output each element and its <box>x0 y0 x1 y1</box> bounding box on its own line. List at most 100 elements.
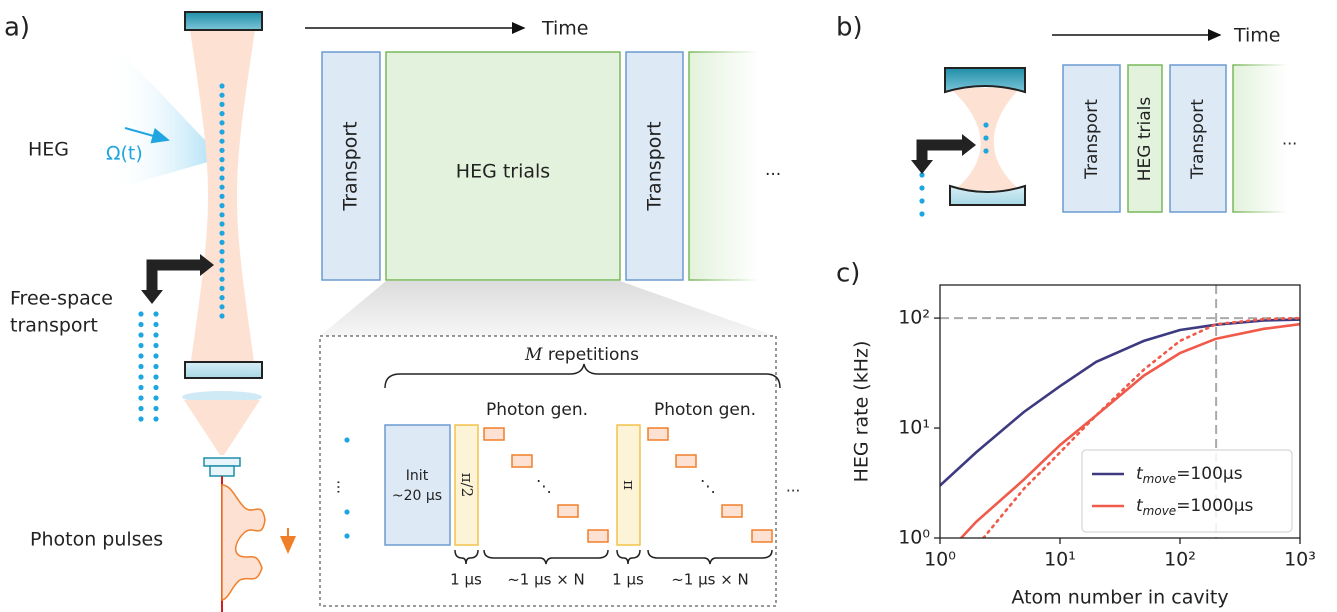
ellipsis: ⋱ <box>536 477 552 496</box>
transport-arrow <box>141 290 163 304</box>
zoom-wedge <box>320 281 775 336</box>
atom <box>219 157 224 162</box>
atom <box>153 406 158 411</box>
ellipsis: ... <box>334 480 352 494</box>
x-tick-label: 10¹ <box>1044 549 1076 571</box>
photon-gen-pulse <box>558 505 578 517</box>
atom <box>153 364 158 369</box>
atom <box>138 374 143 379</box>
legend-sub: move <box>1143 472 1177 486</box>
pulse-label: π/2 <box>458 473 476 497</box>
atom <box>919 198 924 203</box>
y-axis-label: HEG rate (kHz) <box>851 341 873 483</box>
repetitions-label: M repetitions <box>524 345 639 366</box>
atom <box>153 395 158 400</box>
atom <box>219 194 224 199</box>
atom-array <box>138 311 158 421</box>
duration-label: ~1 μs × N <box>671 571 749 589</box>
photon-gen-label: Photon gen. <box>654 400 756 420</box>
atom <box>219 212 224 217</box>
block-label: Transport <box>644 121 666 211</box>
ellipsis: ... <box>765 160 781 180</box>
panel-b: b) Time Transport HEG trials Transport .… <box>836 13 1297 217</box>
transport-label: Free-space <box>10 288 113 310</box>
atom <box>219 286 224 291</box>
photon-gen-pulse <box>512 455 532 467</box>
duration-label: ~1 μs × N <box>507 571 585 589</box>
atom <box>219 221 224 226</box>
heg-block <box>1233 65 1288 212</box>
photon-gen-pulse <box>676 455 696 467</box>
atom <box>153 385 158 390</box>
atom <box>219 120 224 125</box>
panel-label: c) <box>836 259 860 289</box>
mirror <box>185 12 262 30</box>
omega-label: Ω(t) <box>106 143 143 165</box>
fiber-coupler <box>210 466 234 476</box>
atom <box>219 166 224 171</box>
atom <box>344 533 349 538</box>
atom <box>344 437 349 442</box>
transport-arrow <box>962 134 976 156</box>
photon-gen-pulse <box>588 530 608 542</box>
block-label: Transport <box>1188 99 1208 180</box>
ellipsis: ... <box>786 478 800 496</box>
atom <box>219 258 224 263</box>
block-label: HEG trials <box>1135 97 1155 182</box>
pulse-label: π <box>620 480 638 490</box>
atom <box>219 249 224 254</box>
init-label: Init <box>406 468 429 484</box>
atom <box>138 364 143 369</box>
atom <box>219 102 224 107</box>
x-tick-label: 10² <box>1164 549 1196 571</box>
atom <box>138 311 143 316</box>
x-tick-label: 10³ <box>1284 549 1316 571</box>
atom <box>138 416 143 421</box>
block-label: Transport <box>1082 99 1102 180</box>
atom <box>138 406 143 411</box>
panel-label: a) <box>4 13 30 43</box>
atom <box>983 135 988 140</box>
atom <box>219 185 224 190</box>
atom <box>153 343 158 348</box>
transport-label: transport <box>10 315 98 337</box>
atom <box>219 83 224 88</box>
photon-gen-pulse <box>648 428 668 440</box>
atom <box>153 374 158 379</box>
atom <box>919 185 924 190</box>
repetitions-text: repetitions <box>542 345 639 365</box>
collection-beam <box>184 400 260 455</box>
init-label: ~20 μs <box>392 488 442 504</box>
y-tick-label: 10⁰ <box>898 527 930 549</box>
y-tick-label: 10¹ <box>898 417 930 439</box>
ellipsis: ... <box>1282 130 1297 149</box>
time-label: Time <box>1233 25 1281 47</box>
photon-gen-label: Photon gen. <box>486 400 588 420</box>
figure: a) HEG Ω(t) Free-space transport Photon … <box>0 0 1337 612</box>
atom <box>138 343 143 348</box>
x-tick-label: 10⁰ <box>924 549 956 571</box>
photon-gen-pulse <box>484 428 504 440</box>
mirror <box>185 362 262 378</box>
atom <box>153 322 158 327</box>
panel-c: c) 10⁰10¹10²10³10⁰10¹10²Atom number in c… <box>836 259 1316 609</box>
atom <box>983 148 988 153</box>
panel-label: b) <box>836 13 863 43</box>
atom <box>153 332 158 337</box>
atom <box>153 353 158 358</box>
atom <box>219 295 224 300</box>
photon-pulses <box>222 485 265 600</box>
photon-gen-pulse <box>722 505 742 517</box>
block-label: HEG trials <box>456 161 550 183</box>
atom <box>219 231 224 236</box>
atom <box>344 509 349 514</box>
atom <box>138 353 143 358</box>
atom <box>219 240 224 245</box>
time-label: Time <box>541 18 589 40</box>
atom <box>219 111 224 116</box>
atom <box>219 313 224 318</box>
fiber-coupler <box>204 458 240 466</box>
x-axis-label: Atom number in cavity <box>1011 587 1228 609</box>
photon-gen-pulse <box>752 530 772 542</box>
atom <box>219 203 224 208</box>
